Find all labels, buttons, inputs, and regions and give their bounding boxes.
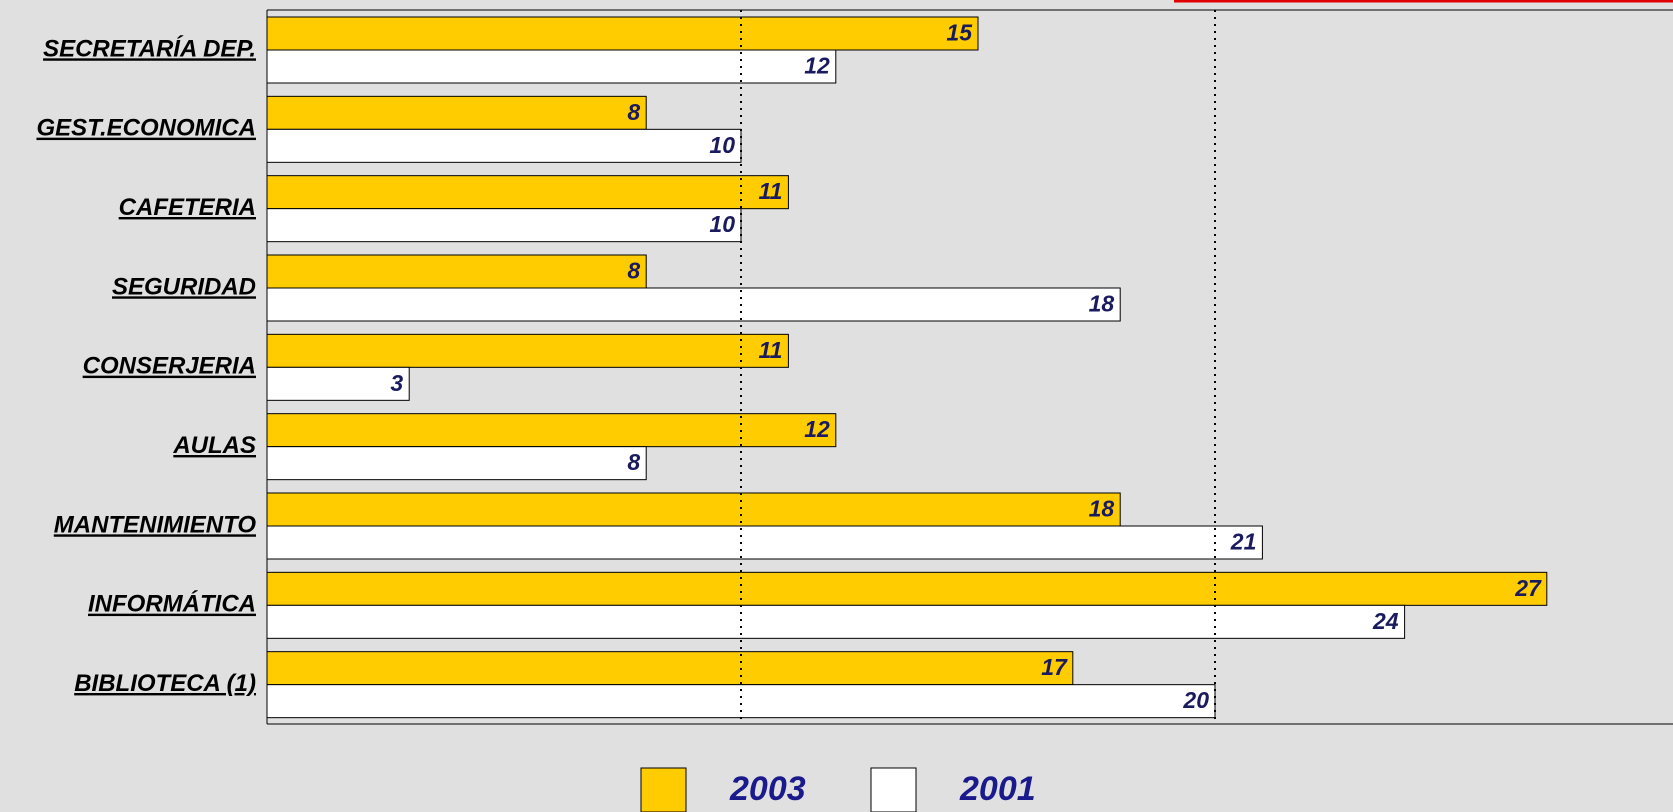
bar — [266, 95, 647, 130]
value-label: 12 — [804, 53, 830, 79]
value-label: 20 — [1182, 687, 1209, 713]
value-label: 24 — [1372, 608, 1399, 634]
value-label: 17 — [1041, 654, 1068, 680]
legend-swatch — [640, 767, 687, 812]
bar — [266, 446, 647, 481]
value-label: 11 — [759, 337, 783, 363]
value-label: 3 — [390, 370, 403, 396]
value-label: 10 — [709, 211, 735, 237]
value-label: 10 — [709, 132, 735, 158]
legend-label: 2001 — [959, 770, 1036, 808]
value-label: 8 — [627, 449, 640, 475]
category-label: GEST.ECONOMICA — [36, 115, 256, 142]
category-label: BIBLIOTECA (1) — [74, 670, 256, 697]
bar — [266, 413, 837, 448]
value-label: 15 — [946, 20, 973, 46]
value-label: 8 — [627, 99, 640, 125]
bar — [266, 16, 979, 51]
bar — [266, 651, 1074, 686]
value-label: 18 — [1089, 496, 1115, 522]
bar — [266, 175, 789, 210]
bar — [266, 492, 1121, 527]
bar — [266, 49, 837, 84]
bar — [266, 287, 1121, 322]
category-label: SEGURIDAD — [112, 273, 256, 300]
legend-label: 2003 — [729, 770, 806, 808]
bar — [266, 571, 1548, 606]
bar — [266, 254, 647, 289]
category-label: AULAS — [172, 432, 256, 459]
value-label: 21 — [1230, 529, 1257, 555]
bar — [266, 128, 742, 163]
bar — [266, 366, 410, 401]
category-label: MANTENIMIENTO — [54, 511, 257, 538]
bar — [266, 333, 789, 368]
category-label: INFORMÁTICA — [88, 590, 256, 618]
value-label: 8 — [627, 258, 640, 284]
category-label: CONSERJERIA — [83, 353, 256, 380]
value-label: 27 — [1514, 575, 1542, 601]
value-label: 12 — [804, 416, 830, 442]
legend-swatch — [870, 767, 917, 812]
value-label: 18 — [1089, 291, 1115, 317]
category-label: CAFETERIA — [119, 194, 256, 221]
value-label: 11 — [759, 178, 783, 204]
bar — [266, 604, 1406, 639]
category-label: SECRETARÍA DEP. — [43, 34, 256, 62]
bar — [266, 525, 1263, 560]
bar — [266, 208, 742, 243]
